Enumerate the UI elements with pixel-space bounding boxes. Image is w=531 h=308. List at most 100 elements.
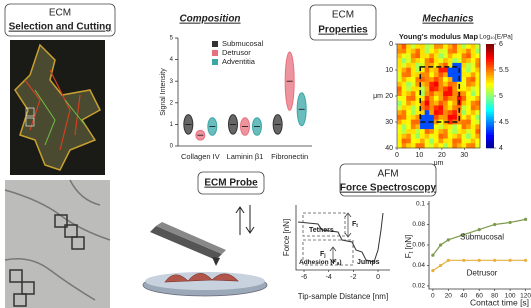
map-cell [466, 115, 471, 120]
x-tick-label: 30 [460, 152, 468, 159]
map-cell [443, 87, 448, 92]
map-cell [420, 129, 425, 134]
map-cell [397, 72, 402, 77]
map-cell [448, 72, 453, 77]
series-point [524, 218, 527, 221]
figure: ECM Selection and Cutting Composition 01… [0, 0, 531, 308]
colorbar-step [486, 127, 494, 130]
y-tick-label: 0 [170, 144, 174, 150]
map-cell [397, 77, 402, 82]
map-cell [475, 105, 480, 110]
map-cell [411, 124, 416, 129]
map-cell [397, 68, 402, 73]
map-cell [429, 139, 434, 144]
map-cell [443, 53, 448, 58]
map-cell [439, 110, 444, 115]
map-cell [452, 110, 457, 115]
map-cell [457, 53, 462, 58]
map-cell [397, 105, 402, 110]
map-cell [471, 82, 476, 87]
map-cell [402, 129, 407, 134]
map-cell [402, 120, 407, 125]
map-cell [471, 143, 476, 148]
colorbar-step [486, 75, 494, 78]
map-cell [434, 101, 439, 106]
map-cell [452, 49, 457, 54]
force-curve-chart: -6-4-20Tip-sample Distance [nm]Force [nN… [282, 205, 390, 301]
colorbar-step [486, 140, 494, 143]
map-cell [462, 129, 467, 134]
map-cell [462, 77, 467, 82]
map-cell [443, 134, 448, 139]
map-cell [471, 91, 476, 96]
panel-heading: Selection and Cutting [9, 22, 112, 33]
map-cell [462, 58, 467, 63]
map-cell [425, 115, 430, 120]
map-cell [475, 68, 480, 73]
map-cell [411, 129, 416, 134]
map-cell [411, 120, 416, 125]
map-cell [411, 101, 416, 106]
map-cell [452, 143, 457, 148]
colorbar-tick-label: 6 [499, 41, 503, 48]
map-cell [448, 96, 453, 101]
text-part: [nN] [404, 235, 413, 252]
map-cell [397, 44, 402, 49]
colorbar-step [486, 86, 494, 89]
map-cell [406, 53, 411, 58]
series-point [478, 259, 481, 262]
map-cell [411, 77, 416, 82]
map-cell [466, 53, 471, 58]
map-cell [457, 63, 462, 68]
map-cell [434, 68, 439, 73]
map-cell [462, 101, 467, 106]
map-cell [439, 77, 444, 82]
map-cell [439, 72, 444, 77]
map-cell [411, 143, 416, 148]
series-point [431, 254, 434, 257]
map-cell [443, 82, 448, 87]
map-cell [475, 72, 480, 77]
map-cell [452, 129, 457, 134]
x-tick-label: Fibronectin [271, 152, 308, 161]
map-cell [429, 68, 434, 73]
map-cell [471, 134, 476, 139]
map-cell [402, 63, 407, 68]
map-cell [434, 82, 439, 87]
map-cell [466, 96, 471, 101]
map-cell [402, 87, 407, 92]
map-cell [429, 101, 434, 106]
map-cell [466, 129, 471, 134]
map-cell [425, 77, 430, 82]
colorbar-step [486, 70, 494, 73]
map-cell [402, 143, 407, 148]
map-cell [462, 44, 467, 49]
map-cell [429, 115, 434, 120]
legend-swatch [212, 59, 218, 65]
map-cell [411, 139, 416, 144]
map-cell [448, 82, 453, 87]
map-cell [402, 77, 407, 82]
map-cell [411, 134, 416, 139]
map-cell [434, 77, 439, 82]
map-cell [462, 87, 467, 92]
map-cell [406, 143, 411, 148]
map-cell [425, 143, 430, 148]
map-cell [406, 105, 411, 110]
map-cell [429, 134, 434, 139]
map-cell [471, 129, 476, 134]
map-cell [425, 58, 430, 63]
legend-label: Submucosal [222, 39, 264, 48]
map-cell [457, 49, 462, 54]
colorbar-step [486, 49, 494, 52]
map-cell [429, 44, 434, 49]
x-tick-label: -6 [301, 274, 307, 281]
map-cell [457, 143, 462, 148]
map-cell [471, 49, 476, 54]
map-cell [439, 53, 444, 58]
map-cell [452, 87, 457, 92]
map-cell [471, 72, 476, 77]
map-cell [406, 72, 411, 77]
map-cell [406, 120, 411, 125]
series-point [447, 259, 450, 262]
